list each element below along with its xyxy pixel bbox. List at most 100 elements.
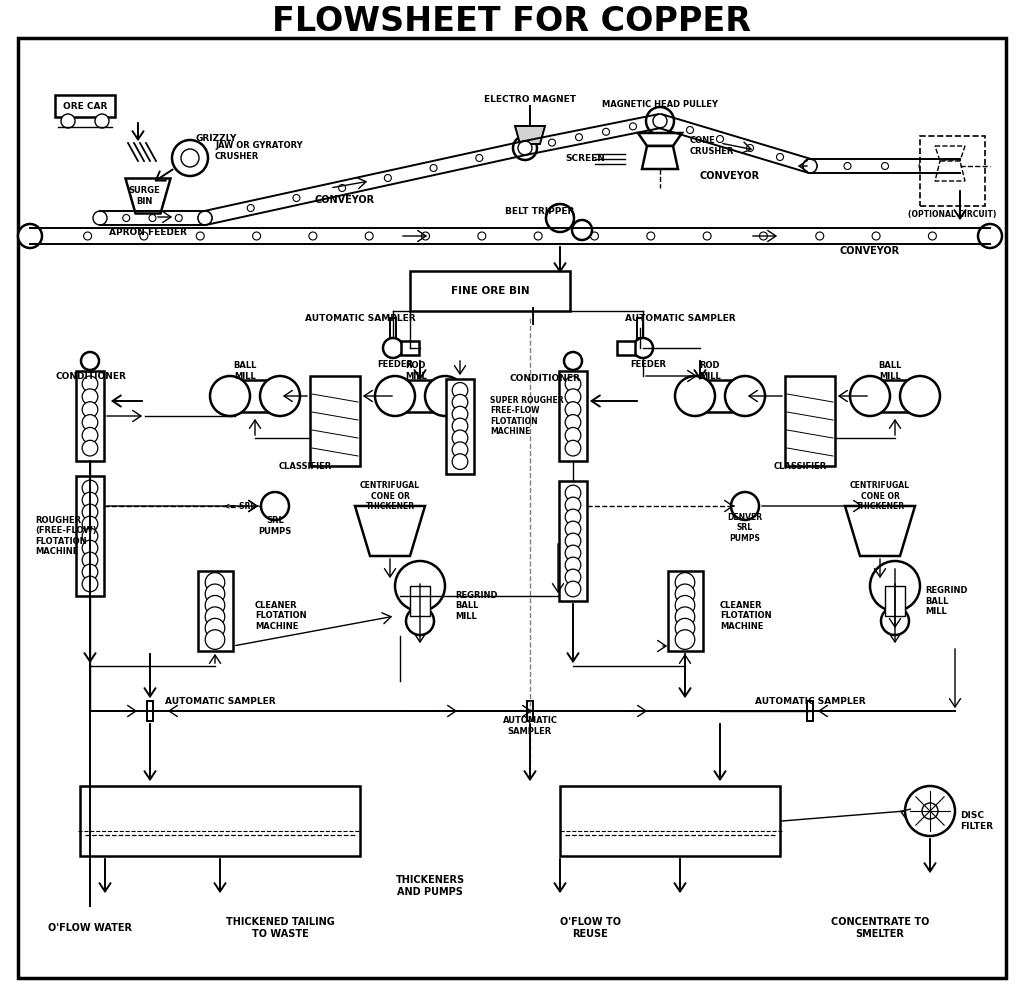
Circle shape [565,485,581,501]
Circle shape [198,211,212,225]
Circle shape [978,224,1002,248]
Text: GRIZZLY: GRIZZLY [195,133,237,142]
Text: THICKENED TAILING
TO WASTE: THICKENED TAILING TO WASTE [225,917,335,939]
Circle shape [565,509,581,525]
Circle shape [518,141,532,155]
Circle shape [453,382,468,398]
Circle shape [535,232,542,240]
Text: O'FLOW TO
REUSE: O'FLOW TO REUSE [559,917,621,939]
Circle shape [82,480,98,496]
Text: SCREEN: SCREEN [565,153,605,162]
Bar [410,271,570,311]
Text: DENVER
SRL
PUMPS: DENVER SRL PUMPS [727,513,763,543]
Circle shape [95,114,109,128]
Bar [401,341,419,355]
Text: CONVEYOR: CONVEYOR [840,246,900,256]
Circle shape [844,162,851,169]
Circle shape [383,338,403,358]
Text: CONCENTRATE TO
SMELTER: CONCENTRATE TO SMELTER [830,917,929,939]
Bar [807,701,813,721]
Circle shape [82,576,98,592]
Bar [395,380,445,412]
Bar [559,481,587,601]
Circle shape [675,376,715,416]
Text: |: | [530,307,536,325]
Circle shape [82,540,98,556]
Circle shape [172,140,208,176]
Circle shape [717,135,724,142]
Circle shape [549,139,555,146]
Text: DISC
FILTER: DISC FILTER [961,812,993,831]
Circle shape [653,114,667,128]
Circle shape [453,406,468,422]
Text: ROD
MILL: ROD MILL [406,362,427,380]
Bar [390,318,396,338]
Circle shape [453,418,468,434]
Text: CLEANER
FLOTATION
MACHINE: CLEANER FLOTATION MACHINE [255,602,306,630]
Circle shape [565,521,581,537]
Circle shape [395,561,445,611]
Circle shape [205,584,225,604]
Circle shape [746,144,754,151]
Polygon shape [126,178,171,213]
Circle shape [881,607,909,635]
Circle shape [93,211,106,225]
Text: <= SRL: <= SRL [224,502,256,511]
Circle shape [565,414,581,430]
Circle shape [565,497,581,513]
Bar [527,701,534,721]
Circle shape [453,394,468,410]
Circle shape [816,232,823,240]
Circle shape [870,561,920,611]
Circle shape [309,232,316,240]
Text: REGRIND
BALL
MILL: REGRIND BALL MILL [455,591,498,621]
Circle shape [205,596,225,616]
Polygon shape [355,506,425,556]
Circle shape [197,232,204,240]
Circle shape [565,388,581,404]
Circle shape [430,164,437,171]
Circle shape [647,232,654,240]
Text: JAW OR GYRATORY
CRUSHER: JAW OR GYRATORY CRUSHER [215,141,303,160]
Circle shape [82,388,98,404]
Text: CONDITIONER: CONDITIONER [55,372,126,380]
Text: CONE
CRUSHER: CONE CRUSHER [690,136,734,155]
Text: BALL
MILL: BALL MILL [233,362,257,380]
Circle shape [675,629,695,649]
Text: SUPER ROUGHER
FREE-FLOW
FLOTATION
MACHINE: SUPER ROUGHER FREE-FLOW FLOTATION MACHIN… [490,395,563,436]
Text: SURGE
BIN: SURGE BIN [128,186,160,206]
Circle shape [82,376,98,391]
Bar [230,380,280,412]
Circle shape [82,552,98,568]
Circle shape [572,220,592,240]
Circle shape [760,232,767,240]
Circle shape [850,376,890,416]
Text: AUTOMATIC SAMPLER: AUTOMATIC SAMPLER [165,696,275,705]
Circle shape [686,126,693,133]
Circle shape [919,162,926,169]
Text: FEEDER: FEEDER [377,360,413,369]
Circle shape [406,607,434,635]
Polygon shape [935,146,965,161]
Bar [147,701,153,721]
Circle shape [82,492,98,508]
Bar [785,376,835,466]
Bar [310,376,360,466]
Polygon shape [638,133,682,146]
Bar [76,371,104,461]
Circle shape [247,204,254,211]
Circle shape [205,607,225,626]
Text: AUTOMATIC SAMPLER: AUTOMATIC SAMPLER [625,314,735,323]
Text: FINE ORE BIN: FINE ORE BIN [451,286,529,296]
Circle shape [564,352,582,370]
Circle shape [123,214,130,221]
Circle shape [453,454,468,469]
Bar [80,786,360,856]
Text: CENTRIFUGAL
CONE OR
THICKENER: CENTRIFUGAL CONE OR THICKENER [360,481,420,511]
Circle shape [453,442,468,457]
Circle shape [198,211,212,225]
Circle shape [476,154,482,161]
Circle shape [565,533,581,549]
Text: FEEDER: FEEDER [630,360,666,369]
Circle shape [882,162,889,169]
